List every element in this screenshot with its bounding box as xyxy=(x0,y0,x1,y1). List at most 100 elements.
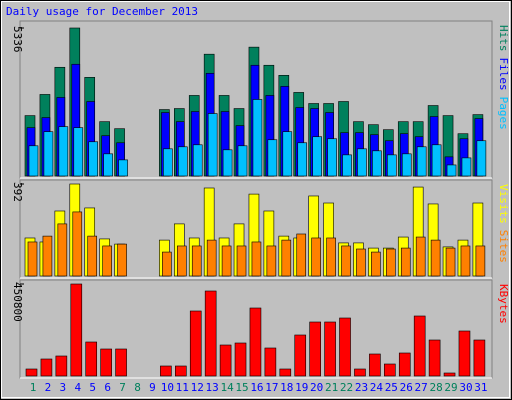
bar xyxy=(461,157,472,177)
bar xyxy=(476,140,487,177)
bar xyxy=(326,237,336,277)
x-tick-label: 7 xyxy=(119,381,126,394)
bar xyxy=(160,365,172,377)
bar xyxy=(384,363,396,377)
x-tick-label: 18 xyxy=(280,381,293,394)
bar xyxy=(192,144,203,177)
bar xyxy=(311,237,321,277)
x-tick-label: 3 xyxy=(60,381,67,394)
x-tick-label: 4 xyxy=(74,381,81,394)
bar xyxy=(297,142,308,177)
x-tick-label: 20 xyxy=(310,381,323,394)
bar xyxy=(70,283,83,377)
bar xyxy=(267,139,278,177)
y-tick-label: 450800 xyxy=(11,282,24,322)
x-tick-label: 5 xyxy=(89,381,96,394)
legend-label: Hits xyxy=(497,25,510,52)
bar xyxy=(279,368,292,377)
x-tick-label: 22 xyxy=(340,381,353,394)
bar xyxy=(327,138,337,177)
bar xyxy=(475,245,486,277)
bar xyxy=(191,245,202,277)
bar xyxy=(40,358,53,377)
x-tick-label: 29 xyxy=(444,381,457,394)
x-tick-label: 17 xyxy=(265,381,278,394)
x-tick-label: 21 xyxy=(325,381,338,394)
bar xyxy=(175,365,187,377)
bar xyxy=(118,159,128,177)
x-tick-label: 25 xyxy=(385,381,398,394)
legend-label: Sites xyxy=(497,230,510,263)
x-tick-label: 14 xyxy=(220,381,234,394)
bar xyxy=(387,154,397,177)
bar xyxy=(102,245,112,277)
bar xyxy=(85,341,98,377)
bar xyxy=(398,352,411,377)
bar xyxy=(266,245,277,277)
bar xyxy=(249,307,262,377)
bar xyxy=(354,368,366,377)
chart-title: Daily usage for December 2013 xyxy=(6,5,198,18)
bar xyxy=(369,353,381,377)
bar xyxy=(341,245,351,277)
bar xyxy=(163,148,173,177)
x-tick-label: 11 xyxy=(176,381,189,394)
bar xyxy=(162,251,172,277)
bar xyxy=(115,348,127,377)
bar xyxy=(100,348,112,377)
x-tick-label: 9 xyxy=(149,381,156,394)
bar xyxy=(473,339,486,377)
bar xyxy=(460,245,471,277)
bar xyxy=(234,342,247,377)
bar xyxy=(42,235,53,277)
bar xyxy=(342,154,352,177)
x-tick-label: 26 xyxy=(400,381,413,394)
bar xyxy=(428,339,441,377)
x-tick-label: 19 xyxy=(295,381,308,394)
bar xyxy=(57,223,68,277)
bar xyxy=(339,317,351,377)
bar xyxy=(264,347,277,377)
bar xyxy=(28,145,39,177)
bar xyxy=(58,126,69,177)
bar xyxy=(177,245,187,277)
bar xyxy=(237,145,248,177)
bar xyxy=(401,153,412,177)
bar xyxy=(252,99,263,177)
bar xyxy=(189,310,202,377)
bar xyxy=(87,235,98,277)
bar xyxy=(178,146,188,177)
x-tick-label: 23 xyxy=(355,381,368,394)
bar xyxy=(103,153,113,177)
bar xyxy=(73,127,84,177)
bar xyxy=(207,113,218,177)
x-tick-label: 8 xyxy=(134,381,141,394)
bar xyxy=(415,236,426,277)
x-tick-label: 12 xyxy=(191,381,204,394)
bar xyxy=(372,150,382,177)
bar xyxy=(357,148,367,177)
bar xyxy=(324,321,336,377)
bar xyxy=(445,247,456,277)
bar xyxy=(206,239,217,277)
bar xyxy=(443,372,456,377)
x-tick-label: 28 xyxy=(429,381,442,394)
bar xyxy=(416,146,427,177)
x-tick-label: 27 xyxy=(415,381,428,394)
bar xyxy=(296,233,307,277)
bar xyxy=(413,315,426,377)
bar xyxy=(219,344,232,377)
bar xyxy=(400,247,411,277)
x-tick-label: 31 xyxy=(474,381,487,394)
bar xyxy=(236,245,247,277)
bar xyxy=(27,241,38,277)
bar xyxy=(43,131,54,177)
bar xyxy=(282,131,293,177)
x-tick-label: 6 xyxy=(104,381,111,394)
bar xyxy=(356,248,366,277)
bar xyxy=(312,136,322,177)
y-tick-label: 392 xyxy=(11,182,24,202)
bar xyxy=(431,144,442,177)
legend-label: Visits xyxy=(497,184,510,224)
